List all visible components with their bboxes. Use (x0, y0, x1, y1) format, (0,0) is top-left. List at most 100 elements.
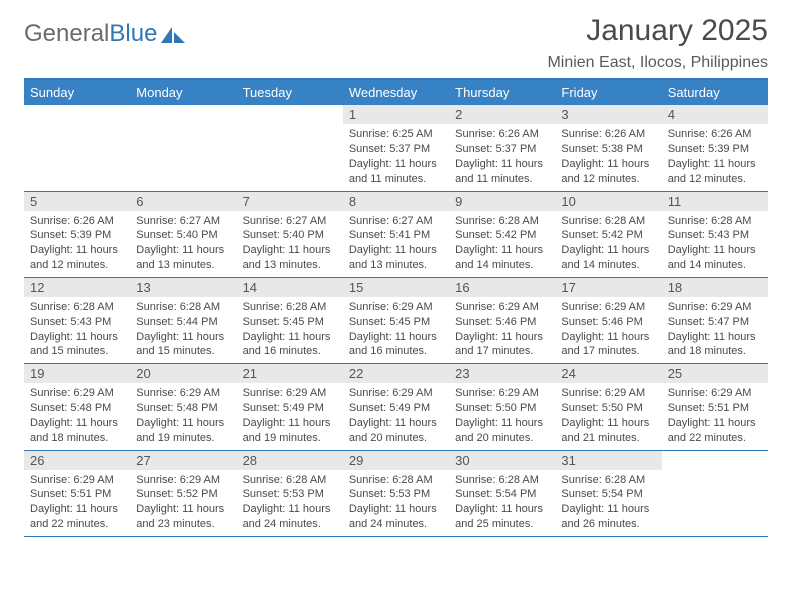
calendar-cell: 27Sunrise: 6:29 AMSunset: 5:52 PMDayligh… (130, 450, 236, 536)
calendar-cell: 7Sunrise: 6:27 AMSunset: 5:40 PMDaylight… (237, 191, 343, 277)
day-number: 6 (130, 192, 236, 211)
calendar-cell: 6Sunrise: 6:27 AMSunset: 5:40 PMDaylight… (130, 191, 236, 277)
day-number: 7 (237, 192, 343, 211)
day-number: 25 (662, 364, 768, 383)
day-body: Sunrise: 6:29 AMSunset: 5:48 PMDaylight:… (24, 383, 130, 449)
calendar-cell: 4Sunrise: 6:26 AMSunset: 5:39 PMDaylight… (662, 105, 768, 191)
day-body: Sunrise: 6:28 AMSunset: 5:43 PMDaylight:… (24, 297, 130, 363)
logo-text-1: General (24, 20, 109, 48)
day-body: Sunrise: 6:26 AMSunset: 5:38 PMDaylight:… (555, 124, 661, 190)
calendar-cell: 26Sunrise: 6:29 AMSunset: 5:51 PMDayligh… (24, 450, 130, 536)
calendar-cell: 10Sunrise: 6:28 AMSunset: 5:42 PMDayligh… (555, 191, 661, 277)
day-number: 10 (555, 192, 661, 211)
day-number: 15 (343, 278, 449, 297)
day-body: Sunrise: 6:29 AMSunset: 5:51 PMDaylight:… (24, 470, 130, 536)
day-header: Thursday (449, 79, 555, 105)
day-body: Sunrise: 6:29 AMSunset: 5:49 PMDaylight:… (237, 383, 343, 449)
day-body: Sunrise: 6:29 AMSunset: 5:51 PMDaylight:… (662, 383, 768, 449)
calendar-cell (24, 105, 130, 191)
calendar-cell: 18Sunrise: 6:29 AMSunset: 5:47 PMDayligh… (662, 277, 768, 363)
heading: January 2025 Minien East, Ilocos, Philip… (547, 14, 768, 72)
day-body: Sunrise: 6:28 AMSunset: 5:43 PMDaylight:… (662, 211, 768, 277)
calendar-cell: 12Sunrise: 6:28 AMSunset: 5:43 PMDayligh… (24, 277, 130, 363)
day-number: 8 (343, 192, 449, 211)
calendar-cell: 21Sunrise: 6:29 AMSunset: 5:49 PMDayligh… (237, 364, 343, 450)
day-header: Sunday (24, 79, 130, 105)
calendar-week: 26Sunrise: 6:29 AMSunset: 5:51 PMDayligh… (24, 450, 768, 536)
day-number: 29 (343, 451, 449, 470)
day-body: Sunrise: 6:28 AMSunset: 5:42 PMDaylight:… (555, 211, 661, 277)
day-number: 14 (237, 278, 343, 297)
day-number: 13 (130, 278, 236, 297)
day-body: Sunrise: 6:27 AMSunset: 5:41 PMDaylight:… (343, 211, 449, 277)
day-number: 20 (130, 364, 236, 383)
month-title: January 2025 (547, 14, 768, 48)
location: Minien East, Ilocos, Philippines (547, 54, 768, 72)
calendar-cell: 1Sunrise: 6:25 AMSunset: 5:37 PMDaylight… (343, 105, 449, 191)
day-body: Sunrise: 6:29 AMSunset: 5:46 PMDaylight:… (555, 297, 661, 363)
day-body: Sunrise: 6:29 AMSunset: 5:50 PMDaylight:… (449, 383, 555, 449)
day-body: Sunrise: 6:26 AMSunset: 5:39 PMDaylight:… (662, 124, 768, 190)
day-body: Sunrise: 6:29 AMSunset: 5:47 PMDaylight:… (662, 297, 768, 363)
day-number: 9 (449, 192, 555, 211)
day-body: Sunrise: 6:25 AMSunset: 5:37 PMDaylight:… (343, 124, 449, 190)
calendar-cell: 2Sunrise: 6:26 AMSunset: 5:37 PMDaylight… (449, 105, 555, 191)
day-number: 24 (555, 364, 661, 383)
day-body: Sunrise: 6:29 AMSunset: 5:46 PMDaylight:… (449, 297, 555, 363)
day-number: 27 (130, 451, 236, 470)
calendar-cell: 20Sunrise: 6:29 AMSunset: 5:48 PMDayligh… (130, 364, 236, 450)
day-body: Sunrise: 6:29 AMSunset: 5:50 PMDaylight:… (555, 383, 661, 449)
day-number: 1 (343, 105, 449, 124)
day-number: 17 (555, 278, 661, 297)
day-body: Sunrise: 6:26 AMSunset: 5:37 PMDaylight:… (449, 124, 555, 190)
calendar-cell: 28Sunrise: 6:28 AMSunset: 5:53 PMDayligh… (237, 450, 343, 536)
day-body: Sunrise: 6:29 AMSunset: 5:45 PMDaylight:… (343, 297, 449, 363)
calendar-cell: 16Sunrise: 6:29 AMSunset: 5:46 PMDayligh… (449, 277, 555, 363)
calendar-cell: 25Sunrise: 6:29 AMSunset: 5:51 PMDayligh… (662, 364, 768, 450)
day-body: Sunrise: 6:28 AMSunset: 5:53 PMDaylight:… (343, 470, 449, 536)
day-header: Saturday (662, 79, 768, 105)
calendar-cell (237, 105, 343, 191)
calendar-cell: 13Sunrise: 6:28 AMSunset: 5:44 PMDayligh… (130, 277, 236, 363)
day-number: 11 (662, 192, 768, 211)
calendar-cell: 31Sunrise: 6:28 AMSunset: 5:54 PMDayligh… (555, 450, 661, 536)
calendar-cell: 23Sunrise: 6:29 AMSunset: 5:50 PMDayligh… (449, 364, 555, 450)
day-body: Sunrise: 6:28 AMSunset: 5:54 PMDaylight:… (449, 470, 555, 536)
calendar-cell: 5Sunrise: 6:26 AMSunset: 5:39 PMDaylight… (24, 191, 130, 277)
day-body: Sunrise: 6:27 AMSunset: 5:40 PMDaylight:… (130, 211, 236, 277)
logo-text-2: Blue (109, 20, 157, 48)
calendar-cell: 24Sunrise: 6:29 AMSunset: 5:50 PMDayligh… (555, 364, 661, 450)
day-body: Sunrise: 6:29 AMSunset: 5:48 PMDaylight:… (130, 383, 236, 449)
day-number: 3 (555, 105, 661, 124)
day-body: Sunrise: 6:29 AMSunset: 5:52 PMDaylight:… (130, 470, 236, 536)
header-row: GeneralBlue January 2025 Minien East, Il… (24, 14, 768, 72)
day-number: 23 (449, 364, 555, 383)
day-body: Sunrise: 6:28 AMSunset: 5:44 PMDaylight:… (130, 297, 236, 363)
day-number: 12 (24, 278, 130, 297)
day-body: Sunrise: 6:28 AMSunset: 5:45 PMDaylight:… (237, 297, 343, 363)
calendar-cell: 3Sunrise: 6:26 AMSunset: 5:38 PMDaylight… (555, 105, 661, 191)
day-number: 21 (237, 364, 343, 383)
day-number: 5 (24, 192, 130, 211)
day-body: Sunrise: 6:29 AMSunset: 5:49 PMDaylight:… (343, 383, 449, 449)
day-body: Sunrise: 6:26 AMSunset: 5:39 PMDaylight:… (24, 211, 130, 277)
day-header: Tuesday (237, 79, 343, 105)
calendar-cell (130, 105, 236, 191)
day-header-row: SundayMondayTuesdayWednesdayThursdayFrid… (24, 79, 768, 105)
calendar-cell: 9Sunrise: 6:28 AMSunset: 5:42 PMDaylight… (449, 191, 555, 277)
logo: GeneralBlue (24, 20, 186, 48)
day-number: 18 (662, 278, 768, 297)
calendar-week: 1Sunrise: 6:25 AMSunset: 5:37 PMDaylight… (24, 105, 768, 191)
day-number: 26 (24, 451, 130, 470)
calendar-cell: 17Sunrise: 6:29 AMSunset: 5:46 PMDayligh… (555, 277, 661, 363)
calendar-table: SundayMondayTuesdayWednesdayThursdayFrid… (24, 78, 768, 537)
day-number: 16 (449, 278, 555, 297)
day-body: Sunrise: 6:28 AMSunset: 5:53 PMDaylight:… (237, 470, 343, 536)
calendar-cell: 14Sunrise: 6:28 AMSunset: 5:45 PMDayligh… (237, 277, 343, 363)
day-number: 4 (662, 105, 768, 124)
calendar-cell: 30Sunrise: 6:28 AMSunset: 5:54 PMDayligh… (449, 450, 555, 536)
calendar-week: 12Sunrise: 6:28 AMSunset: 5:43 PMDayligh… (24, 277, 768, 363)
day-body: Sunrise: 6:28 AMSunset: 5:54 PMDaylight:… (555, 470, 661, 536)
day-number: 19 (24, 364, 130, 383)
calendar-cell: 29Sunrise: 6:28 AMSunset: 5:53 PMDayligh… (343, 450, 449, 536)
